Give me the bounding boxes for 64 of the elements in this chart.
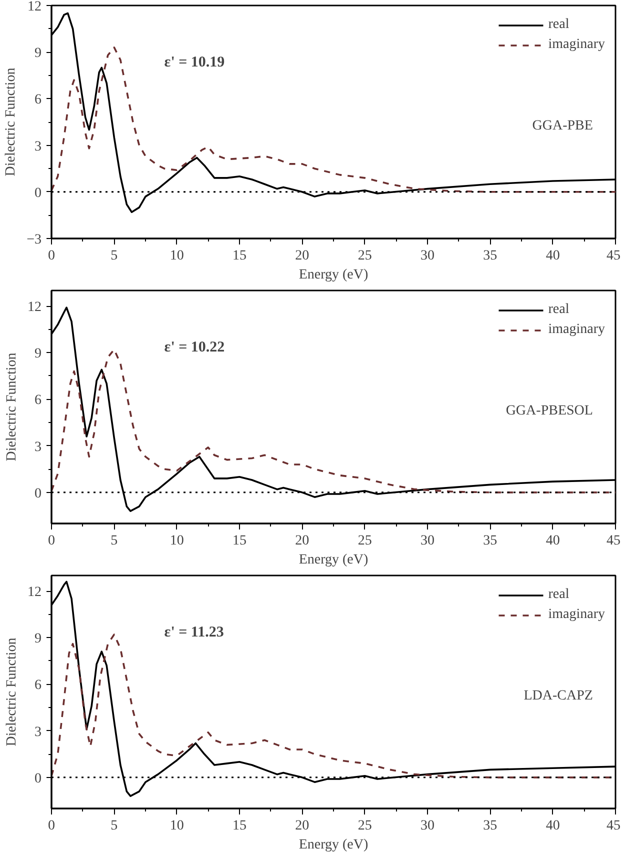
x-tick-label: 40 (546, 534, 560, 548)
x-tick-label: 15 (232, 818, 246, 834)
legend-label: imaginary (548, 37, 605, 53)
x-tick-label: 40 (546, 818, 560, 834)
y-tick-label: 3 (34, 724, 42, 740)
x-tick-label: 10 (170, 534, 184, 548)
x-tick-label: 15 (232, 248, 246, 264)
x-tick-label: 10 (170, 818, 184, 834)
y-tick-label: 6 (34, 92, 42, 108)
annotation: GGA-PBESOL (506, 404, 593, 419)
y-axis-title: Dielectric Function (4, 352, 20, 462)
y-tick-label: 9 (34, 346, 42, 362)
x-tick-label: 25 (358, 534, 372, 548)
legend-label: real (548, 302, 570, 318)
annotation: LDA-CAPZ (524, 688, 593, 704)
x-tick-label: 30 (420, 818, 434, 834)
x-tick-label: 45 (606, 248, 620, 264)
y-tick-label: 0 (34, 771, 42, 786)
x-tick-label: 35 (483, 534, 498, 548)
x-tick-label: 5 (110, 248, 118, 264)
x-tick-label: 25 (358, 818, 372, 834)
x-axis-title: Energy (eV) (298, 552, 368, 568)
x-tick-label: 20 (295, 534, 310, 548)
x-tick-label: 45 (606, 818, 620, 834)
annotation: GGA-PBE (532, 118, 593, 134)
x-axis-title: Energy (eV) (298, 838, 368, 852)
y-tick-label: 3 (34, 139, 42, 154)
y-tick-label: 6 (34, 393, 42, 408)
annotation: ε' = 11.23 (164, 624, 224, 641)
legend-label: imaginary (548, 322, 605, 338)
annotation: ε' = 10.19 (164, 54, 225, 71)
y-axis-title: Dielectric Function (4, 68, 19, 176)
annotation: ε' = 10.22 (164, 340, 225, 356)
y-axis-title: Dielectric Function (4, 638, 20, 746)
legend-label: real (548, 17, 570, 33)
y-tick-label: 12 (28, 585, 42, 600)
x-tick-label: 0 (48, 818, 55, 834)
y-tick-label: 0 (34, 186, 42, 201)
x-tick-label: 35 (483, 818, 498, 834)
x-tick-label: 10 (170, 248, 184, 264)
x-tick-label: 20 (295, 248, 310, 264)
x-tick-label: 25 (358, 248, 372, 264)
x-tick-label: 15 (232, 534, 246, 548)
legend-label: imaginary (548, 607, 605, 623)
x-tick-label: 5 (110, 534, 118, 548)
y-tick-label: 9 (34, 632, 42, 647)
legend-label: real (548, 587, 570, 603)
y-tick-label: 3 (34, 440, 42, 455)
x-tick-label: 30 (420, 248, 434, 264)
x-tick-label: 45 (606, 534, 620, 548)
x-tick-label: 40 (546, 248, 560, 264)
y-tick-label: 12 (28, 0, 42, 14)
y-tick-label: 12 (28, 300, 42, 316)
y-tick-label: 6 (34, 678, 42, 694)
y-tick-label: −3 (26, 232, 42, 248)
y-tick-label: 0 (34, 486, 42, 502)
x-tick-label: 5 (110, 818, 118, 834)
y-tick-label: 9 (34, 46, 42, 62)
x-axis-title: Energy (eV) (298, 268, 368, 282)
x-tick-label: 0 (48, 534, 55, 548)
x-tick-label: 35 (483, 248, 498, 264)
x-tick-label: 0 (48, 248, 55, 264)
x-tick-label: 30 (420, 534, 434, 548)
x-tick-label: 20 (295, 818, 310, 834)
